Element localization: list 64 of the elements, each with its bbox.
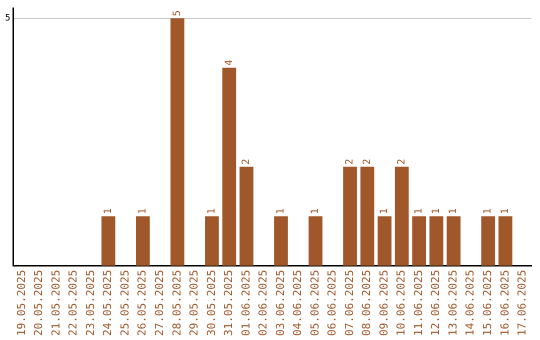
x-tick-label: 01.06.2025 [239, 270, 252, 336]
bar [205, 216, 219, 266]
x-tick-label: 16.06.2025 [498, 270, 512, 336]
x-tick-label: 31.05.2025 [222, 270, 236, 336]
x-tick-label: 20.05.2025 [32, 270, 46, 336]
x-tick-label: 28.05.2025 [170, 270, 184, 336]
x-tick-label: 29.05.2025 [188, 270, 201, 336]
bar [136, 216, 150, 266]
data-label: 1 [310, 208, 322, 214]
x-tick-label: 13.06.2025 [446, 270, 460, 336]
x-tick-label: 23.05.2025 [84, 270, 97, 336]
x-tick-label: 26.05.2025 [136, 270, 149, 336]
bar [360, 166, 374, 266]
x-tick-label: 04.06.2025 [291, 270, 304, 336]
bar [274, 216, 288, 266]
data-label: 1 [414, 208, 425, 214]
data-label: 1 [482, 208, 494, 214]
bar [446, 216, 461, 266]
x-tick-label: 19.05.2025 [14, 270, 28, 336]
x-tick-label: 03.06.2025 [274, 270, 287, 336]
x-tick-label: 30.05.2025 [204, 270, 218, 336]
x-tick-label: 02.06.2025 [256, 270, 270, 336]
x-tick-label: 05.06.2025 [308, 270, 322, 336]
x-tick-label: 09.06.2025 [377, 270, 390, 336]
bar [429, 216, 444, 266]
data-label: 4 [224, 60, 235, 66]
x-tick-label: 17.06.2025 [516, 270, 529, 336]
data-label: 1 [500, 208, 511, 214]
data-label: 1 [206, 208, 218, 214]
data-label: 2 [344, 158, 356, 165]
data-label: 1 [430, 208, 442, 214]
data-label: 2 [362, 158, 373, 165]
x-tick-label: 07.06.2025 [342, 270, 356, 336]
x-tick-label: 12.06.2025 [429, 270, 442, 336]
bar [170, 18, 184, 266]
bar [343, 166, 357, 266]
x-tick-label: 24.05.2025 [101, 270, 114, 336]
bar [481, 216, 496, 266]
x-tick-label: 22.05.2025 [66, 270, 80, 336]
x-tick-label: 15.06.2025 [481, 270, 494, 336]
data-label: 2 [241, 158, 252, 165]
x-tick-label: 11.06.2025 [412, 270, 425, 336]
bar [308, 216, 322, 266]
x-tick-label: 10.06.2025 [394, 270, 408, 336]
data-label: 1 [448, 208, 460, 214]
x-tick-label: 21.05.2025 [49, 270, 62, 336]
bar [378, 216, 392, 266]
data-label: 1 [137, 208, 148, 214]
bar [101, 216, 116, 266]
x-tick-label: 08.06.2025 [360, 270, 374, 336]
data-label: 2 [396, 158, 408, 165]
bar [394, 166, 409, 266]
x-tick-label: 25.05.2025 [118, 270, 132, 336]
bar [240, 166, 254, 266]
data-label: 1 [379, 208, 390, 214]
x-tick-label: 14.06.2025 [464, 270, 477, 336]
bar [222, 68, 236, 266]
data-label: 5 [172, 10, 184, 16]
data-label: 1 [276, 208, 287, 214]
x-tick-label: 27.05.2025 [153, 270, 166, 336]
x-tick-label: 06.06.2025 [326, 270, 339, 336]
data-label: 1 [102, 208, 114, 214]
bar [498, 216, 512, 266]
bar [412, 216, 426, 266]
